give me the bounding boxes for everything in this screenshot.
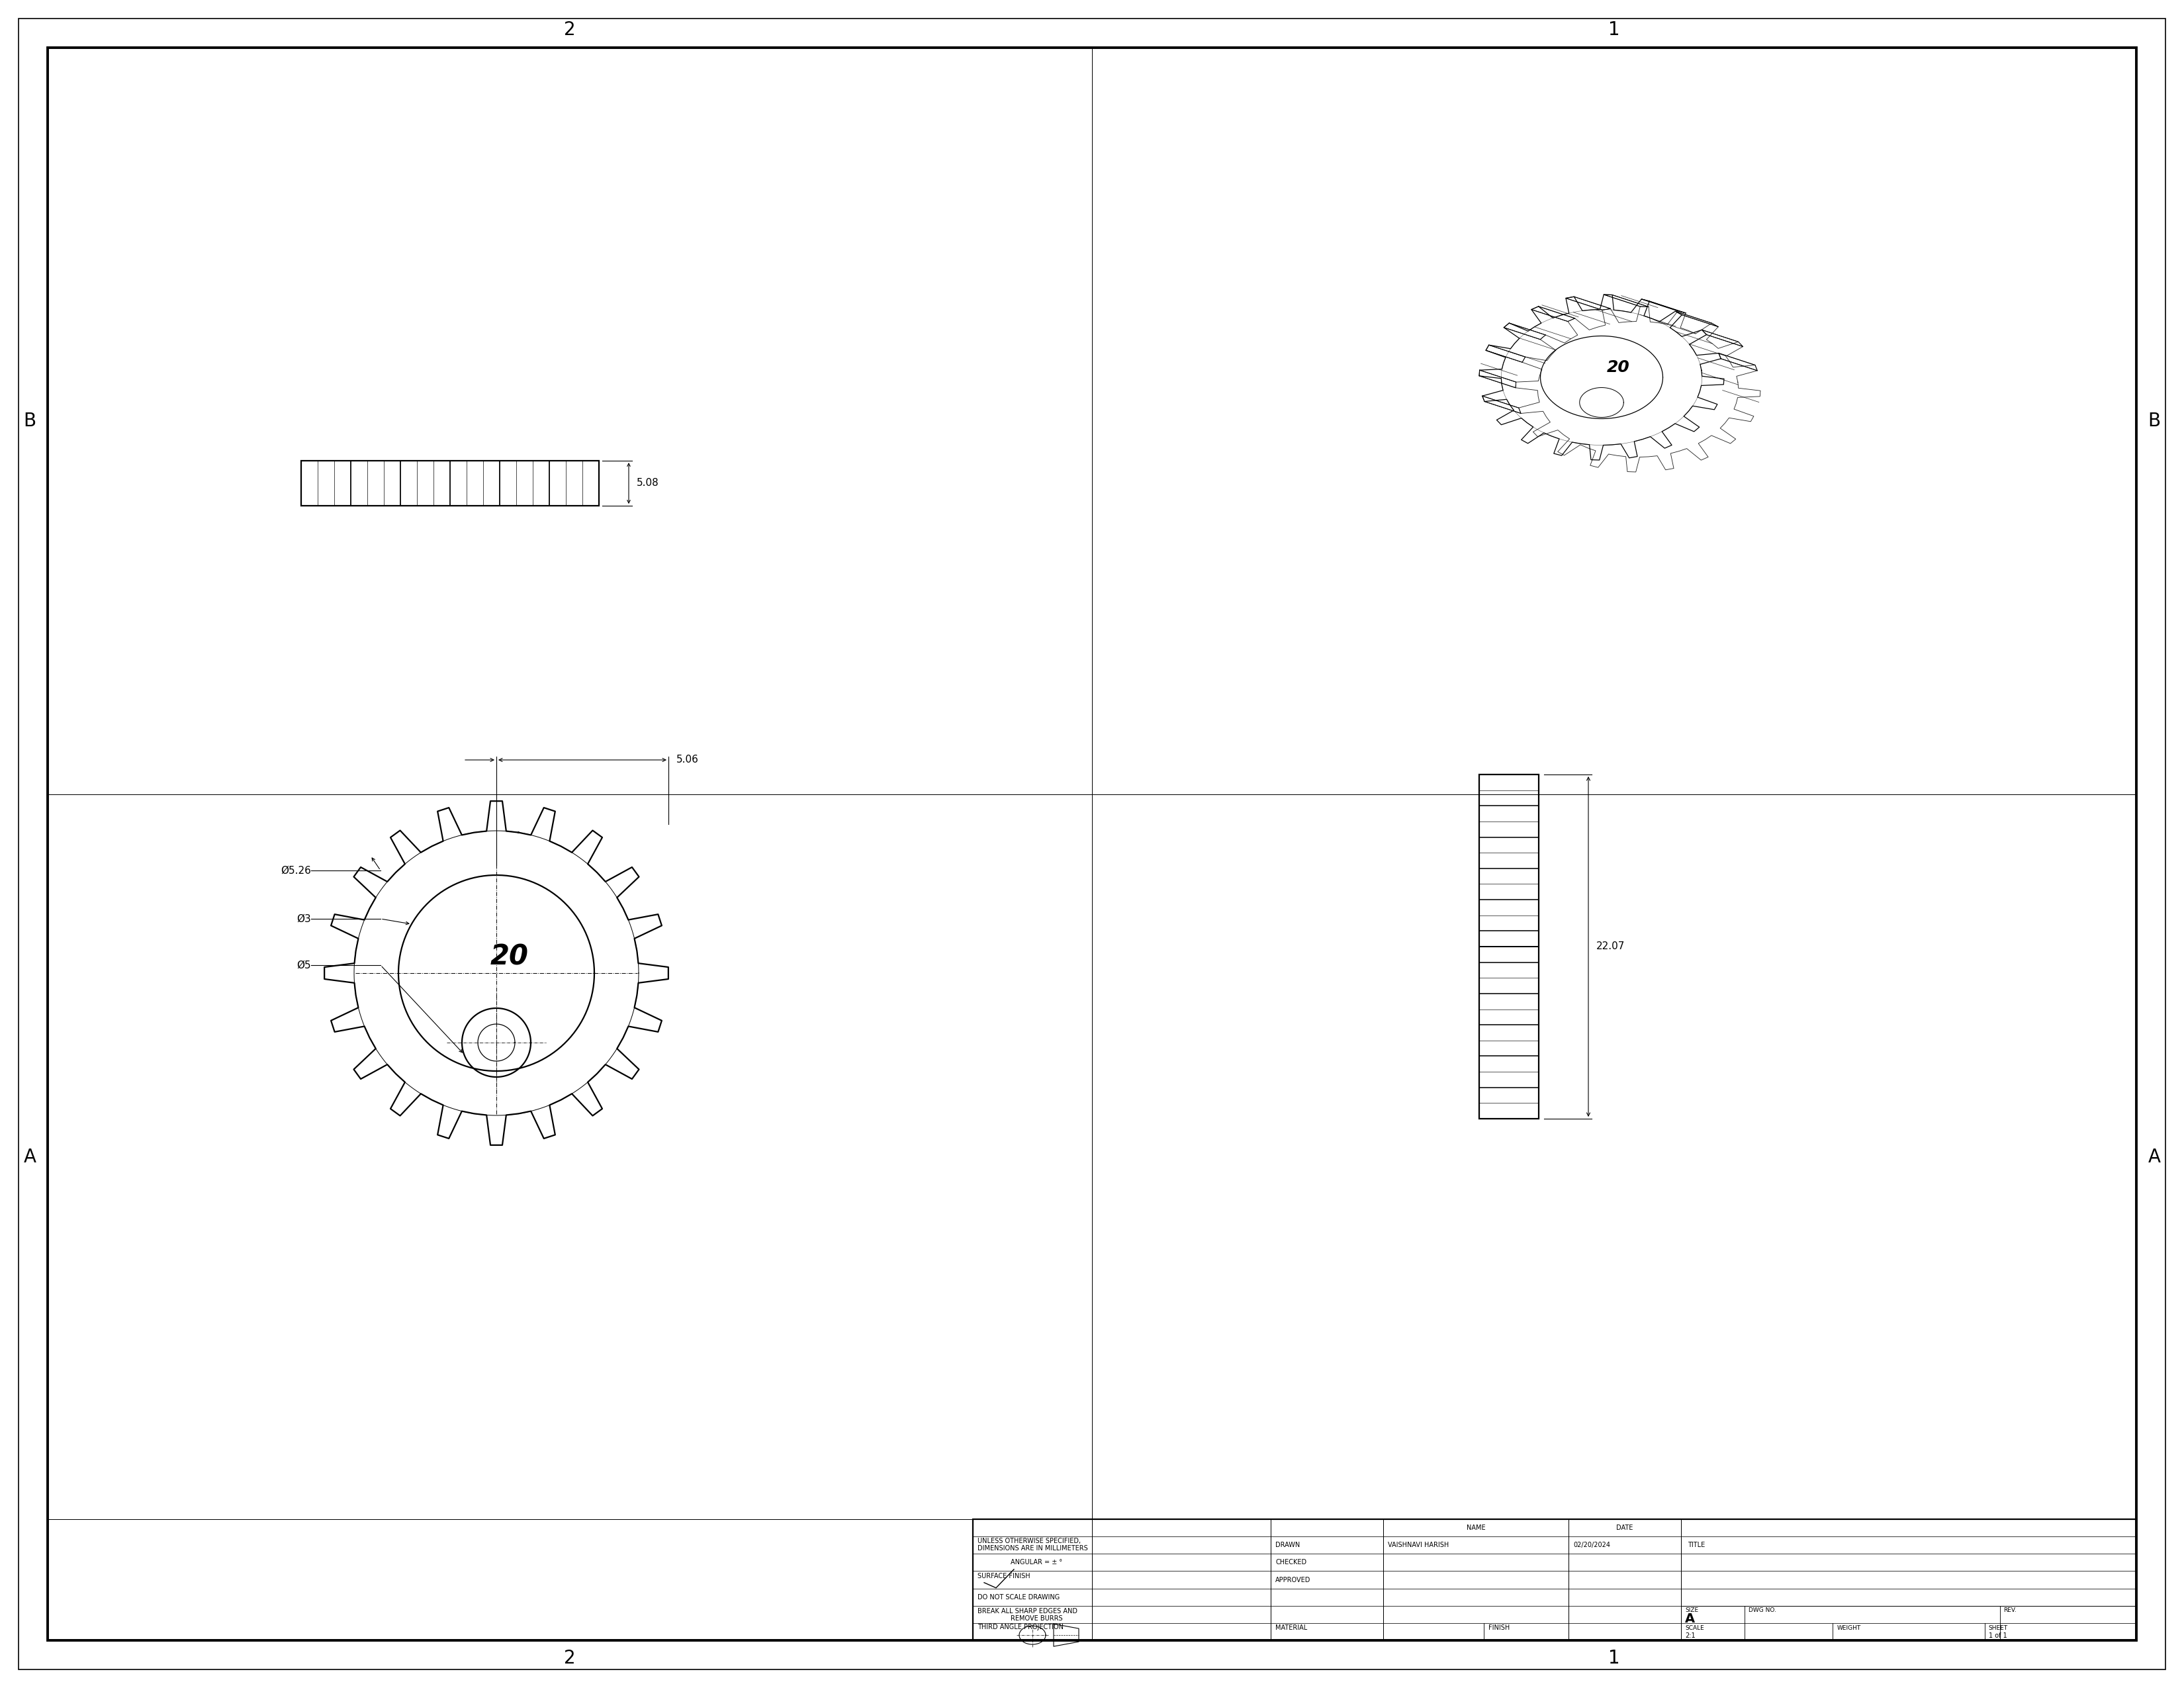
Text: DRAWN: DRAWN (1275, 1541, 1299, 1548)
Text: 22.07: 22.07 (1597, 942, 1625, 952)
Text: 20: 20 (491, 942, 529, 971)
Text: REMOVE BURRS: REMOVE BURRS (1011, 1615, 1064, 1622)
Text: 2: 2 (563, 1649, 577, 1668)
Text: MATERIAL: MATERIAL (1275, 1624, 1308, 1631)
Text: 5.06: 5.06 (677, 755, 699, 765)
Text: NAME: NAME (1465, 1524, 1485, 1531)
Text: VAISHNAVI HARISH: VAISHNAVI HARISH (1387, 1541, 1448, 1548)
Text: DO NOT SCALE DRAWING: DO NOT SCALE DRAWING (978, 1593, 1059, 1600)
Text: 20: 20 (1607, 360, 1629, 375)
Text: 2:1: 2:1 (1686, 1632, 1695, 1639)
Text: 02/20/2024: 02/20/2024 (1572, 1541, 1610, 1548)
Text: 5.08: 5.08 (638, 478, 660, 488)
Text: Ø5: Ø5 (297, 960, 310, 971)
Text: WEIGHT: WEIGHT (1837, 1626, 1861, 1631)
Text: THIRD ANGLE PROJECTION: THIRD ANGLE PROJECTION (978, 1624, 1064, 1631)
Text: Ø3: Ø3 (297, 913, 310, 923)
Text: APPROVED: APPROVED (1275, 1577, 1310, 1583)
Text: SHEET: SHEET (1990, 1626, 2007, 1631)
Text: Ø5.26: Ø5.26 (282, 866, 310, 876)
Text: SCALE: SCALE (1686, 1626, 1704, 1631)
Text: 1: 1 (1607, 1649, 1621, 1668)
Text: 1: 1 (1607, 20, 1621, 39)
Text: A: A (1686, 1612, 1695, 1626)
Text: UNLESS OTHERWISE SPECIFIED,: UNLESS OTHERWISE SPECIFIED, (978, 1538, 1081, 1545)
Text: DATE: DATE (1616, 1524, 1634, 1531)
Text: B: B (24, 412, 37, 430)
Text: 1 of 1: 1 of 1 (1990, 1632, 2007, 1639)
Text: SIZE: SIZE (1686, 1607, 1699, 1614)
Bar (301, 461, 598, 506)
Text: CHECKED: CHECKED (1275, 1560, 1306, 1566)
Text: REV.: REV. (2003, 1607, 2016, 1614)
Text: A: A (2147, 1148, 2160, 1166)
Text: FINISH: FINISH (1489, 1624, 1509, 1631)
Text: BREAK ALL SHARP EDGES AND: BREAK ALL SHARP EDGES AND (978, 1609, 1077, 1615)
Text: 2: 2 (563, 20, 577, 39)
Text: DIMENSIONS ARE IN MILLIMETERS: DIMENSIONS ARE IN MILLIMETERS (978, 1545, 1088, 1551)
Text: DWG NO.: DWG NO. (1749, 1607, 1776, 1614)
Bar (972, 1519, 2136, 1641)
Text: SURFACE FINISH: SURFACE FINISH (978, 1573, 1031, 1580)
Text: A: A (24, 1148, 37, 1166)
Text: TITLE: TITLE (1688, 1541, 1706, 1548)
Text: B: B (2147, 412, 2160, 430)
Text: ANGULAR = ± °: ANGULAR = ± ° (1011, 1560, 1061, 1566)
Bar (1479, 775, 1540, 1119)
